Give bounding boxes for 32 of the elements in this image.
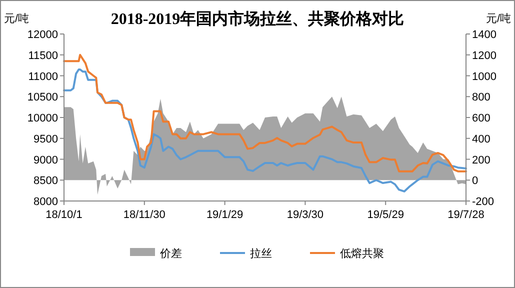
y2-tick-label: 400 xyxy=(472,133,490,146)
x-tick-label: 19/5/29 xyxy=(367,209,404,221)
x-tick-label: 19/7/28 xyxy=(448,209,484,221)
y-tick-label: 11500 xyxy=(28,50,58,62)
y2-tick-label: 800 xyxy=(472,92,490,104)
y-axis-title: 元/吨 xyxy=(4,12,30,25)
y-tick-label: 10500 xyxy=(27,92,58,104)
y2-tick-label: 0 xyxy=(472,175,478,188)
y-tick-label: 8000 xyxy=(34,196,58,208)
y2-tick-label: 1400 xyxy=(472,29,496,41)
y2-tick-label: 1000 xyxy=(472,70,496,83)
y2-tick-label: 1200 xyxy=(472,50,496,62)
chart-title: 2018-2019年国内市场拉丝、共聚价格对比 xyxy=(110,10,404,28)
legend-label: 价差 xyxy=(159,248,182,260)
y2-tick-label: -200 xyxy=(472,196,494,208)
line-series xyxy=(63,54,467,172)
y-tick-label: 9000 xyxy=(34,154,58,166)
x-tick-label: 19/1/29 xyxy=(206,209,244,221)
x-tick-label: 18/11/30 xyxy=(123,209,166,221)
y-tick-label: 10000 xyxy=(27,112,58,124)
y2-tick-label: 200 xyxy=(472,154,490,166)
line-series xyxy=(63,68,467,192)
y-tick-label: 12000 xyxy=(27,29,58,41)
x-tick-label: 19/3/30 xyxy=(286,209,324,221)
x-tick-label: 18/10/1 xyxy=(46,209,82,221)
legend-label: 拉丝 xyxy=(250,247,272,260)
y-tick-label: 11000 xyxy=(28,70,58,83)
legend-label: 低熔共聚 xyxy=(340,247,384,260)
y-tick-label: 8500 xyxy=(34,175,58,188)
y2-axis-title: 元/吨 xyxy=(486,12,511,25)
y2-tick-label: 600 xyxy=(472,112,490,124)
y-tick-label: 9500 xyxy=(34,133,58,146)
